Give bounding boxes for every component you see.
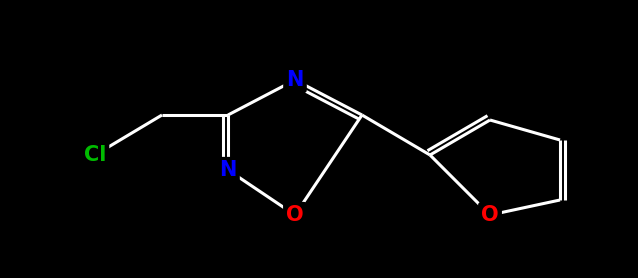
Text: Cl: Cl bbox=[84, 145, 106, 165]
Text: O: O bbox=[481, 205, 499, 225]
Text: O: O bbox=[286, 205, 304, 225]
Text: N: N bbox=[286, 70, 304, 90]
Text: N: N bbox=[219, 160, 237, 180]
